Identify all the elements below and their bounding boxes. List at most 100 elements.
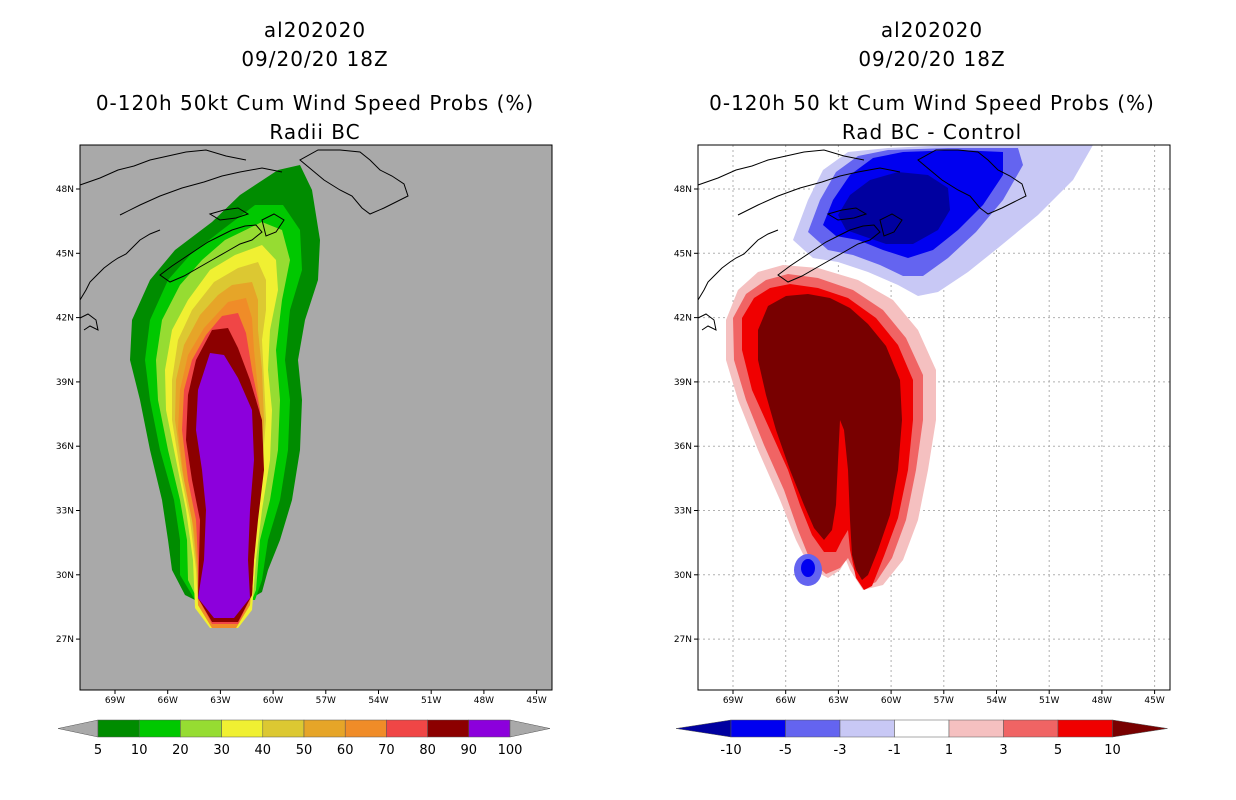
left-map-frame xyxy=(79,144,553,691)
right-lon-label-60W: 60W xyxy=(881,696,901,706)
left-colorbar-box xyxy=(344,719,387,738)
left-colorbar-arrow-high xyxy=(509,719,551,738)
left-coastline-st-lawrence xyxy=(79,149,247,186)
right-subtitle: Rad BC - Control xyxy=(841,120,1023,144)
right-colorbar-box xyxy=(894,719,950,738)
right-colorbar-arrow-low xyxy=(675,719,732,738)
left-colorbar-labels: 5 10 20 30 40 50 60 70 80 90 100 xyxy=(94,743,523,758)
right-coastlines xyxy=(697,149,1027,331)
right-colorbar-arrow-high xyxy=(1112,719,1168,738)
left-lat-labels: 48N 45N 42N 39N 36N 33N 30N 27N xyxy=(56,185,80,645)
left-coastlines xyxy=(79,149,409,331)
left-colorbar-box xyxy=(97,719,140,738)
right-blob-neg10 xyxy=(801,559,815,577)
left-lat-label-30N: 30N xyxy=(56,571,74,581)
left-lat-label-45N: 45N xyxy=(56,249,74,259)
left-coastline-massachusetts xyxy=(79,313,99,331)
right-lat-label-48N: 48N xyxy=(674,185,692,195)
left-subtitle: Radii BC xyxy=(269,120,361,144)
left-storm-id: al202020 xyxy=(263,18,367,42)
left-lat-label-48N: 48N xyxy=(56,185,74,195)
right-lon-label-57W: 57W xyxy=(934,696,954,706)
right-colorbar-box xyxy=(1057,719,1113,738)
right-coastline-nova-scotia xyxy=(777,224,881,283)
left-colorbar: 5 10 20 30 40 50 60 70 80 90 100 xyxy=(57,719,551,758)
right-colorbar-box xyxy=(839,719,895,738)
left-colorbar-label: 5 xyxy=(94,743,102,758)
right-lon-label-45W: 45W xyxy=(1144,696,1164,706)
left-colorbar-label: 10 xyxy=(131,743,148,758)
left-colorbar-label: 80 xyxy=(419,743,436,758)
left-lon-label-69W: 69W xyxy=(105,696,125,706)
right-colorbar-labels: -10 -5 -3 -1 1 3 5 10 xyxy=(720,743,1120,758)
left-lon-label-57W: 57W xyxy=(316,696,336,706)
right-lon-label-54W: 54W xyxy=(986,696,1006,706)
left-probability-contours xyxy=(130,165,320,628)
left-lon-label-66W: 66W xyxy=(158,696,178,706)
right-colorbar-box xyxy=(785,719,841,738)
left-colorbar-box xyxy=(180,719,222,738)
right-colorbar-label: -10 xyxy=(720,743,741,758)
left-colorbar-boxes xyxy=(57,719,551,738)
left-lat-label-27N: 27N xyxy=(56,635,74,645)
left-colorbar-box xyxy=(468,719,511,738)
right-colorbar-box xyxy=(730,719,786,738)
left-colorbar-box xyxy=(138,719,181,738)
right-colorbar-label: 10 xyxy=(1104,743,1121,758)
left-contour-100 xyxy=(196,353,254,618)
left-colorbar-label: 100 xyxy=(498,743,523,758)
left-colorbar-box xyxy=(386,719,428,738)
right-colorbar-label: -3 xyxy=(834,743,847,758)
left-coastline-pei xyxy=(208,207,250,221)
right-colorbar-label: -5 xyxy=(779,743,792,758)
left-coastline-gulf-st-lawrence xyxy=(119,167,283,216)
left-lat-label-42N: 42N xyxy=(56,314,74,324)
right-colorbar-box xyxy=(1003,719,1059,738)
left-lon-label-48W: 48W xyxy=(474,696,494,706)
left-coastline-maine xyxy=(79,229,161,301)
right-colorbar-boxes xyxy=(675,719,1168,738)
right-map-frame xyxy=(697,144,1171,691)
right-lon-label-48W: 48W xyxy=(1092,696,1112,706)
right-map: 48N 45N 42N 39N 36N 33N 30N 27N 69W 66W 63W 60W 57W… xyxy=(674,144,1171,706)
right-colorbar-label: 3 xyxy=(999,743,1007,758)
left-colorbar-box xyxy=(303,719,346,738)
right-difference-contours xyxy=(726,145,1093,590)
left-colorbar-arrow-low xyxy=(57,719,99,738)
right-colorbar-label: 5 xyxy=(1054,743,1062,758)
right-coastline-st-lawrence xyxy=(697,149,865,186)
left-lon-label-60W: 60W xyxy=(263,696,283,706)
left-lon-label-51W: 51W xyxy=(421,696,441,706)
right-lat-label-27N: 27N xyxy=(674,635,692,645)
left-lon-label-63W: 63W xyxy=(210,696,230,706)
right-colorbar-label: 1 xyxy=(945,743,953,758)
right-coastline-pei xyxy=(826,207,868,221)
right-coastline-newfoundland xyxy=(917,149,1027,215)
left-lon-label-54W: 54W xyxy=(368,696,388,706)
right-lat-label-30N: 30N xyxy=(674,571,692,581)
right-lat-label-42N: 42N xyxy=(674,314,692,324)
left-lon-label-45W: 45W xyxy=(526,696,546,706)
left-lon-labels: 69W 66W 63W 60W 57W 54W 51W 48W 45W xyxy=(105,690,547,706)
left-colorbar-label: 40 xyxy=(255,743,272,758)
left-colorbar-label: 60 xyxy=(337,743,354,758)
right-coastline-massachusetts xyxy=(697,313,717,331)
left-lat-label-33N: 33N xyxy=(56,507,74,517)
right-lon-label-51W: 51W xyxy=(1039,696,1059,706)
left-colorbar-box xyxy=(427,719,470,738)
right-lon-label-66W: 66W xyxy=(776,696,796,706)
right-coastline-gulf-st-lawrence xyxy=(737,167,901,216)
right-title: 0-120h 50 kt Cum Wind Speed Probs (%) xyxy=(709,91,1155,115)
left-colorbar-label: 50 xyxy=(296,743,313,758)
right-coastline-cape-breton xyxy=(879,213,903,237)
right-lat-label-33N: 33N xyxy=(674,507,692,517)
left-title: 0-120h 50kt Cum Wind Speed Probs (%) xyxy=(95,91,535,115)
right-contour-pos10 xyxy=(758,294,902,580)
right-colorbar-label: -1 xyxy=(888,743,901,758)
left-colorbar-label: 70 xyxy=(378,743,395,758)
left-colorbar-label: 90 xyxy=(461,743,478,758)
right-lat-label-39N: 39N xyxy=(674,378,692,388)
left-lat-label-36N: 36N xyxy=(56,442,74,452)
left-colorbar-box xyxy=(221,719,264,738)
left-colorbar-label: 30 xyxy=(213,743,230,758)
